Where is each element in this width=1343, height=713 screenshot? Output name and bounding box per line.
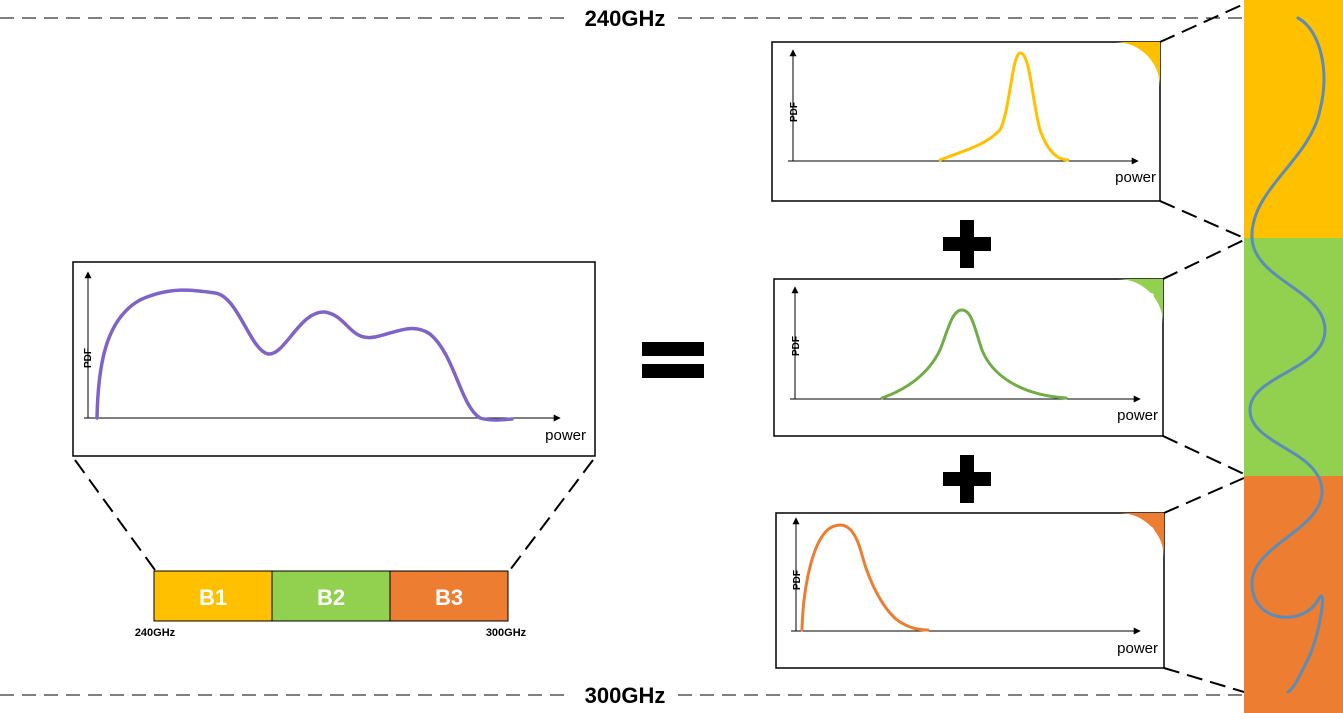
band-segment-b3	[389, 570, 509, 622]
overall-pdf-plot: PDF power	[72, 261, 596, 457]
overall-plot-frame	[72, 261, 596, 457]
equals-icon	[642, 342, 704, 378]
funnel-left-line	[74, 459, 156, 571]
band-segment-b2	[271, 570, 391, 622]
spectrum-strip	[1244, 0, 1343, 713]
strip-segment-b3	[1244, 476, 1343, 713]
bottom-boundary: 300GHz	[0, 683, 1343, 708]
plus-icon	[943, 220, 991, 268]
band-plot-frame	[775, 512, 1165, 669]
band-plot-frame	[771, 41, 1161, 202]
band-badge-label: B3	[1138, 524, 1155, 539]
connector-line	[1163, 477, 1245, 514]
spectrum-wave-line	[1248, 16, 1327, 694]
band-segment-b1	[153, 570, 273, 622]
connector-line	[1163, 667, 1245, 693]
connector-line	[1162, 435, 1245, 475]
overall-pdf-curve	[95, 288, 514, 422]
band-b3-curve	[800, 523, 930, 632]
band-badge-label: B1	[1134, 54, 1151, 69]
funnel-right-line	[509, 459, 594, 571]
overall-x-label: power	[545, 427, 586, 444]
band-y-label: PDF	[791, 336, 802, 356]
band-y-label: PDF	[792, 570, 803, 590]
strip-segment-b2	[1244, 238, 1343, 476]
band-plot-b3: B3 PDF power	[775, 512, 1165, 669]
band-bar: B1 B2 B3 240GHz 300GHz	[135, 570, 527, 639]
band-y-label: PDF	[789, 102, 800, 122]
band-badge-b3	[1119, 513, 1164, 558]
band-end-label: 300GHz	[486, 627, 527, 639]
band-badge-label: B2	[1138, 290, 1155, 305]
band-badge-b1	[1115, 42, 1160, 87]
strip-segment-b1	[1244, 0, 1343, 238]
band-x-label: power	[1115, 169, 1156, 186]
band-plot-b1: B1 PDF power	[771, 41, 1161, 202]
band-label-b3: B3	[435, 585, 463, 610]
top-boundary: 240GHz	[0, 6, 1343, 31]
band-b1-curve	[938, 51, 1070, 162]
band-x-label: power	[1117, 407, 1158, 424]
band-label-b2: B2	[317, 585, 345, 610]
top-frequency-label: 240GHz	[585, 6, 666, 31]
bottom-frequency-label: 300GHz	[585, 683, 666, 708]
band-plot-b2: B2 PDF power	[773, 278, 1164, 437]
connector-line	[1159, 3, 1245, 43]
band-x-label: power	[1117, 640, 1158, 657]
band-b2-curve	[880, 308, 1068, 400]
connector-line	[1162, 239, 1245, 280]
overall-y-label: PDF	[83, 348, 94, 368]
band-badge-b2	[1118, 279, 1163, 324]
band-label-b1: B1	[199, 585, 227, 610]
band-plot-frame	[773, 278, 1164, 437]
connector-line	[1159, 200, 1245, 239]
band-start-label: 240GHz	[135, 627, 176, 639]
plus-icon	[943, 455, 991, 503]
